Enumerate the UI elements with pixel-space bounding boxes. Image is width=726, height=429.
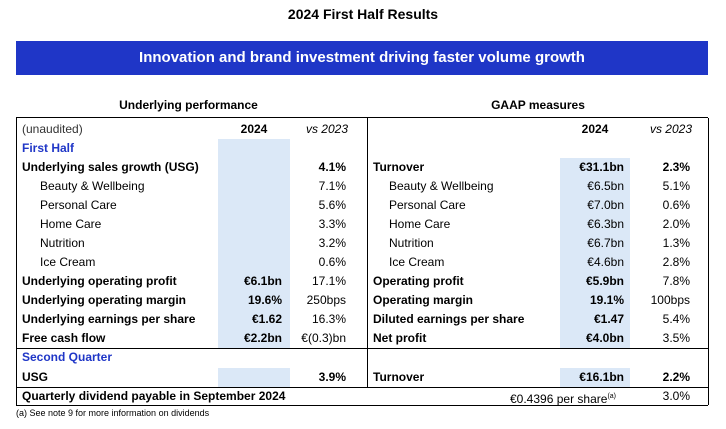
rule-top [16,117,708,118]
underlying-heading: Underlying performance [119,98,258,112]
unaudited-label: (unaudited) [22,122,83,136]
footnote: (a) See note 9 for more information on d… [16,408,210,418]
rule-left [16,118,17,405]
gaap-heading: GAAP measures [491,98,585,112]
right-2024-highlight [560,158,630,348]
left-2024-highlight [218,139,290,348]
dividend-note-mark: (a) [607,393,616,400]
col-vs-left: vs 2023 [305,122,348,136]
rule-before-q2 [16,348,708,349]
dividend-per-share: per share [556,392,608,406]
col-vs-right: vs 2023 [649,122,692,136]
headline-banner: Innovation and brand investment driving … [16,41,708,75]
rule-middle [367,118,368,388]
section-second-quarter: Second Quarter [22,350,113,364]
section-first-half: First Half [22,141,75,155]
right-2024-highlight-q2 [560,368,630,387]
col-2024-left: 2024 [240,122,268,136]
rule-right [708,118,709,405]
dividend-value: €0.4396 [510,392,554,406]
page-title: 2024 First Half Results [287,6,439,22]
left-2024-highlight-q2 [218,368,290,387]
rule-bottom [16,405,708,406]
rule-before-dividend [16,387,708,388]
col-2024-right: 2024 [581,122,609,136]
